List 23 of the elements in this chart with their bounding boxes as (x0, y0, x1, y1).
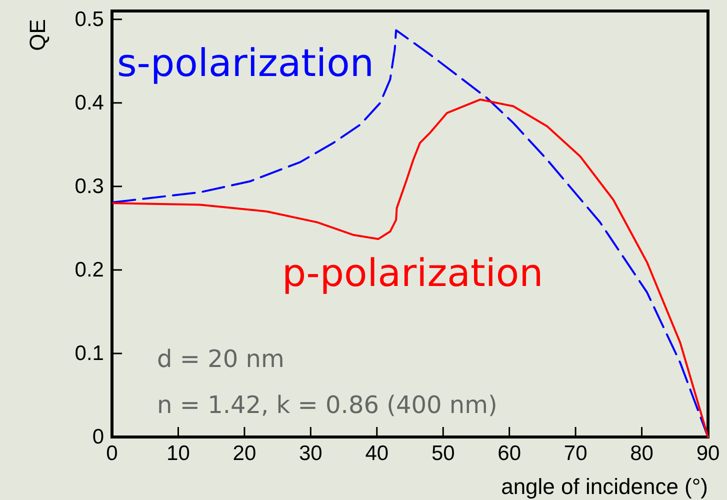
x-tick-label: 30 (298, 442, 322, 465)
y-tick-label: 0.4 (74, 92, 104, 115)
y-tick-label: 0.3 (74, 175, 104, 198)
x-tick-label: 70 (564, 442, 588, 465)
x-tick-label: 40 (365, 442, 389, 465)
line-series (112, 29, 709, 438)
y-tick-label: 0.2 (74, 258, 104, 282)
x-tick-label: 50 (431, 442, 455, 465)
x-tick-label: 90 (696, 442, 720, 465)
x-tick-label: 20 (232, 442, 256, 465)
x-tick-label: 60 (498, 442, 522, 465)
annotation: n = 1.42, k = 0.86 (400 nm) (157, 391, 498, 419)
series-label: p-polarization (282, 251, 544, 295)
x-tick-label: 80 (630, 442, 654, 465)
x-axis-title: angle of incidence (°) (501, 474, 708, 499)
y-tick-label: 0.1 (74, 342, 104, 366)
series-label: s-polarization (117, 41, 374, 85)
y-tick-label: 0 (92, 426, 104, 449)
y-tick-label: 0.5 (74, 8, 104, 32)
x-tick-label: 10 (166, 442, 190, 465)
annotation: d = 20 nm (157, 345, 284, 373)
y-axis-title: QE (25, 19, 50, 51)
line-series (112, 98, 709, 438)
